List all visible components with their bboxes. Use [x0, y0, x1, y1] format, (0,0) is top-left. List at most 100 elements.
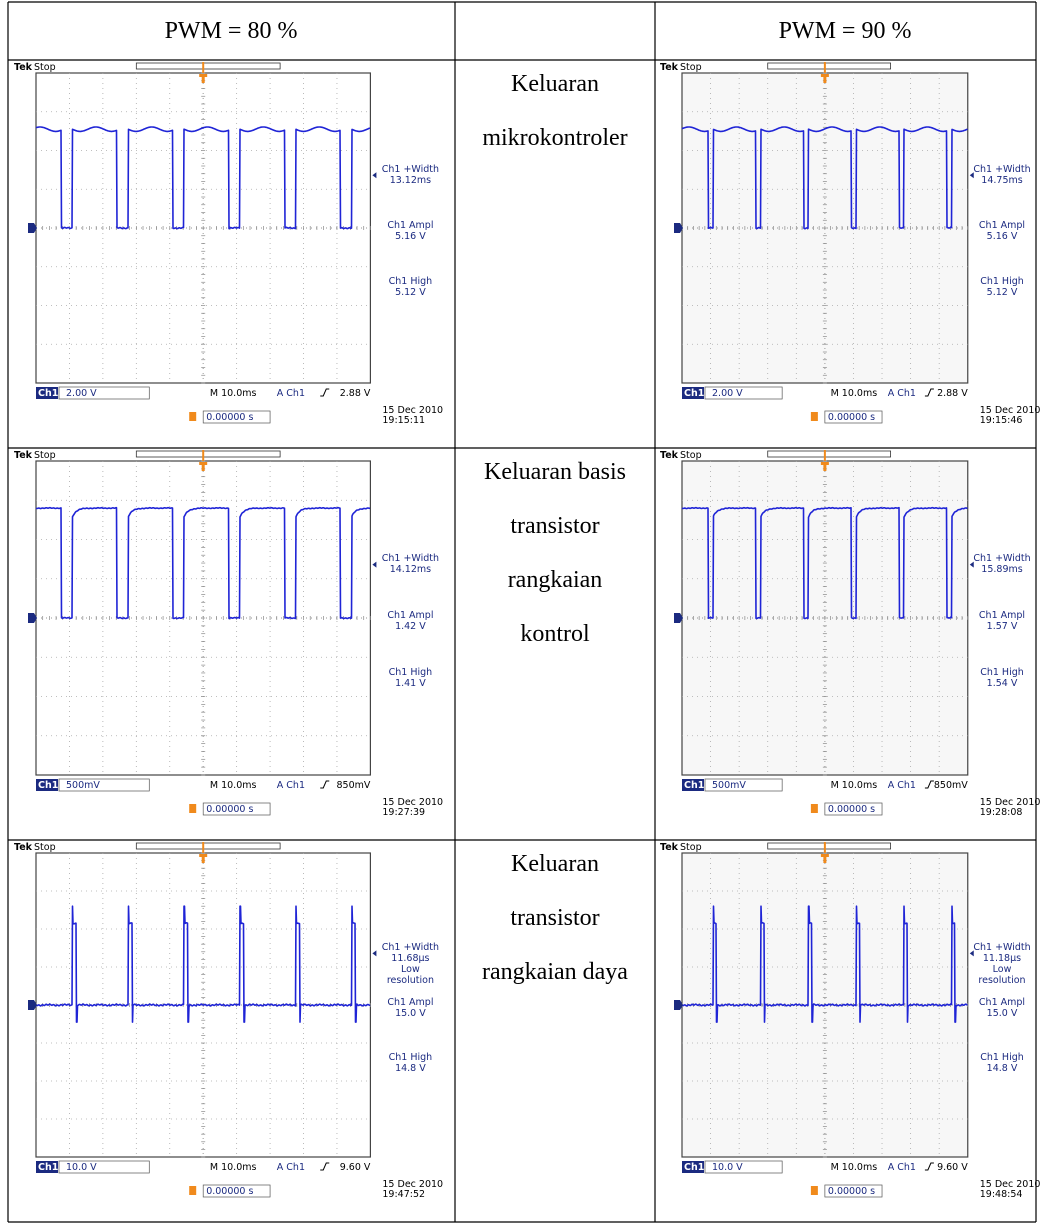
record-bar [768, 63, 891, 69]
measurement-text: Ch1 High [389, 1052, 433, 1063]
measurement-text: Ch1 Ampl [387, 997, 433, 1008]
record-bar [136, 843, 280, 849]
measurement-text: Ch1 High [980, 667, 1024, 678]
trigger-source: A Ch1 [277, 1162, 305, 1173]
row-label: Keluaran basis [484, 459, 626, 485]
capture-time: 19:15:11 [382, 415, 425, 426]
measurement-text: 15.0 V [987, 1008, 1018, 1019]
position-icon [189, 804, 196, 813]
position-value: 0.00000 s [206, 804, 253, 815]
trigger-slope [925, 781, 934, 788]
scope-state: Stop [34, 62, 56, 73]
scope-brand: Tek [14, 450, 33, 461]
capture-time: 19:27:39 [382, 807, 425, 818]
scope-brand: Tek [660, 450, 679, 461]
record-bar [768, 451, 891, 457]
trigger-level-marker [372, 950, 376, 956]
page: PWM = 80 % PWM = 90 % Keluaran mikrokontr… [0, 0, 1045, 1226]
measurement-text: resolution [387, 975, 434, 986]
channel-label: Ch1 [684, 388, 704, 399]
measurement-text: Ch1 +Width [382, 942, 439, 953]
scope-state: Stop [680, 842, 702, 853]
measurement-text: Ch1 High [389, 276, 433, 287]
record-bar [768, 843, 891, 849]
trigger-source: A Ch1 [888, 780, 916, 791]
graticule [682, 853, 968, 1157]
row-label: rangkaian [508, 567, 603, 593]
trigger-source: A Ch1 [277, 780, 305, 791]
capture-time: 19:48:54 [980, 1189, 1023, 1200]
measurement-text: Ch1 High [980, 276, 1024, 287]
position-icon [811, 412, 818, 421]
scope-brand: Tek [14, 62, 33, 73]
scale-value: 10.0 V [712, 1162, 743, 1173]
position-value: 0.00000 s [828, 1186, 875, 1197]
trigger-slope [925, 1163, 934, 1170]
trigger-source: A Ch1 [888, 388, 916, 399]
scope-brand: Tek [660, 842, 679, 853]
trigger-level: 2.88 V [340, 388, 371, 399]
row-label: kontrol [520, 621, 590, 647]
measurement-text: 1.41 V [395, 678, 426, 689]
graticule [682, 461, 968, 775]
measurement-text: 1.54 V [987, 678, 1018, 689]
trigger-source: A Ch1 [888, 1162, 916, 1173]
row-label: mikrokontroler [482, 125, 627, 151]
position-value: 0.00000 s [828, 412, 875, 423]
scale-value: 500mV [66, 780, 100, 791]
scope-state: Stop [680, 450, 702, 461]
measurement-text: 11.18µs [983, 953, 1021, 964]
trigger-slope [320, 781, 329, 788]
row-label: transistor [510, 513, 599, 539]
measurement-text: Ch1 Ampl [387, 610, 433, 621]
scale-value: 500mV [712, 780, 746, 791]
capture-time: 19:28:08 [980, 807, 1023, 818]
scope-state: Stop [34, 450, 56, 461]
row-label: Keluaran [511, 71, 599, 97]
channel-label: Ch1 [38, 780, 58, 791]
measurement-text: 14.8 V [395, 1063, 426, 1074]
capture-time: 19:47:52 [382, 1189, 425, 1200]
header-left: PWM = 80 % [165, 18, 298, 44]
graticule [36, 461, 370, 775]
channel-label: Ch1 [38, 388, 58, 399]
measurement-text: Low [401, 964, 420, 975]
document: PWM = 80 % PWM = 90 % Keluaran mikrokontr… [0, 0, 1045, 1226]
trigger-level: 9.60 V [937, 1162, 968, 1173]
timebase: M 10.0ms [210, 780, 257, 791]
trigger-slope [320, 1163, 329, 1170]
position-icon [189, 1186, 196, 1195]
trigger-slope [925, 389, 934, 396]
scale-value: 2.00 V [66, 388, 97, 399]
capture-time: 19:15:46 [980, 415, 1023, 426]
measurement-text: 14.12ms [390, 564, 431, 575]
measurement-text: 1.57 V [987, 621, 1018, 632]
measurement-text: Ch1 Ampl [979, 610, 1025, 621]
measurement-text: Ch1 +Width [973, 553, 1030, 564]
position-value: 0.00000 s [206, 1186, 253, 1197]
measurement-text: 5.16 V [395, 231, 426, 242]
measurement-text: Ch1 +Width [973, 942, 1030, 953]
trigger-level-marker [372, 172, 376, 178]
measurement-text: 11.68µs [391, 953, 429, 964]
header-right: PWM = 90 % [779, 18, 912, 44]
trigger-slope [320, 389, 329, 396]
row-label: rangkaian daya [482, 959, 628, 985]
trigger-level-marker [372, 562, 376, 568]
trigger-source: A Ch1 [277, 388, 305, 399]
measurement-text: 5.16 V [987, 231, 1018, 242]
position-value: 0.00000 s [828, 804, 875, 815]
channel-label: Ch1 [684, 780, 704, 791]
trigger-level: 850mV [337, 780, 371, 791]
position-icon [811, 804, 818, 813]
trigger-level: 9.60 V [340, 1162, 371, 1173]
position-icon [189, 412, 196, 421]
measurement-text: 15.0 V [395, 1008, 426, 1019]
scope-state: Stop [34, 842, 56, 853]
measurement-text: Ch1 +Width [382, 164, 439, 175]
row-label: Keluaran [511, 851, 599, 877]
trigger-level: 850mV [934, 780, 968, 791]
measurement-text: Ch1 +Width [973, 164, 1030, 175]
